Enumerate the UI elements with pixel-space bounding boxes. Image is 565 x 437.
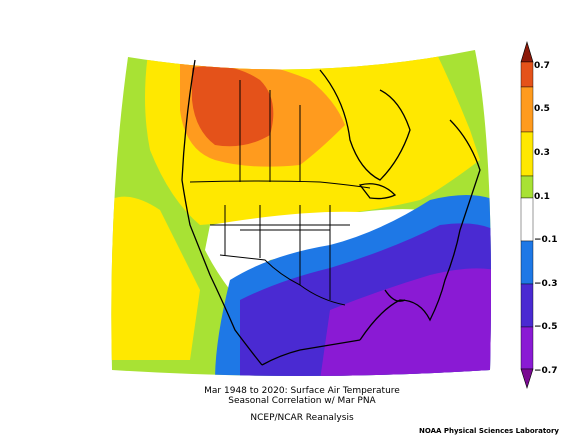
colorbar-seg — [520, 61, 534, 88]
colorbar — [520, 40, 534, 389]
colorbar-label: 0.5 — [534, 104, 550, 114]
colorbar-seg — [520, 86, 534, 133]
colorbar-seg — [520, 326, 534, 370]
colorbar-label: −0.3 — [534, 279, 558, 289]
field-yellow-west — [111, 196, 200, 360]
mexico-coast — [261, 339, 361, 366]
political-borders — [189, 80, 371, 306]
colorbar-seg — [520, 240, 534, 285]
colorbar-seg — [520, 197, 534, 242]
colorbar-seg — [520, 283, 534, 328]
caption-title: Mar 1948 to 2020: Surface Air Temperatur… — [204, 386, 400, 396]
caption-source: NCEP/NCAR Reanalysis — [250, 413, 354, 423]
field-dark-purple — [320, 268, 491, 376]
east-coast — [359, 119, 481, 341]
colorbar-label: −0.7 — [534, 366, 558, 376]
colorbar-label: −0.5 — [534, 322, 558, 332]
colorbar-label: 0.1 — [534, 192, 550, 202]
colorbar-seg — [520, 175, 534, 199]
caption-subtitle: Seasonal Correlation w/ Mar PNA — [228, 396, 376, 406]
colorbar-label: −0.1 — [534, 235, 558, 245]
field-dark-orange — [192, 65, 274, 147]
great-lakes — [358, 183, 397, 200]
colorbar-top-arrow — [520, 40, 534, 63]
province-lines — [239, 80, 301, 182]
colorbar-seg — [520, 131, 534, 177]
correlation-field — [111, 50, 491, 376]
west-coast — [181, 59, 263, 366]
hudson-bay — [319, 69, 411, 181]
state-lines — [210, 205, 350, 300]
coastlines — [181, 59, 481, 366]
us-canada-border — [189, 180, 371, 189]
colorbar-bottom-arrow — [520, 368, 534, 389]
colorbar-label: 0.3 — [534, 148, 550, 158]
colorbar-label: 0.7 — [534, 61, 550, 71]
florida — [384, 289, 406, 302]
credit-text: NOAA Physical Sciences Laboratory — [418, 427, 559, 435]
